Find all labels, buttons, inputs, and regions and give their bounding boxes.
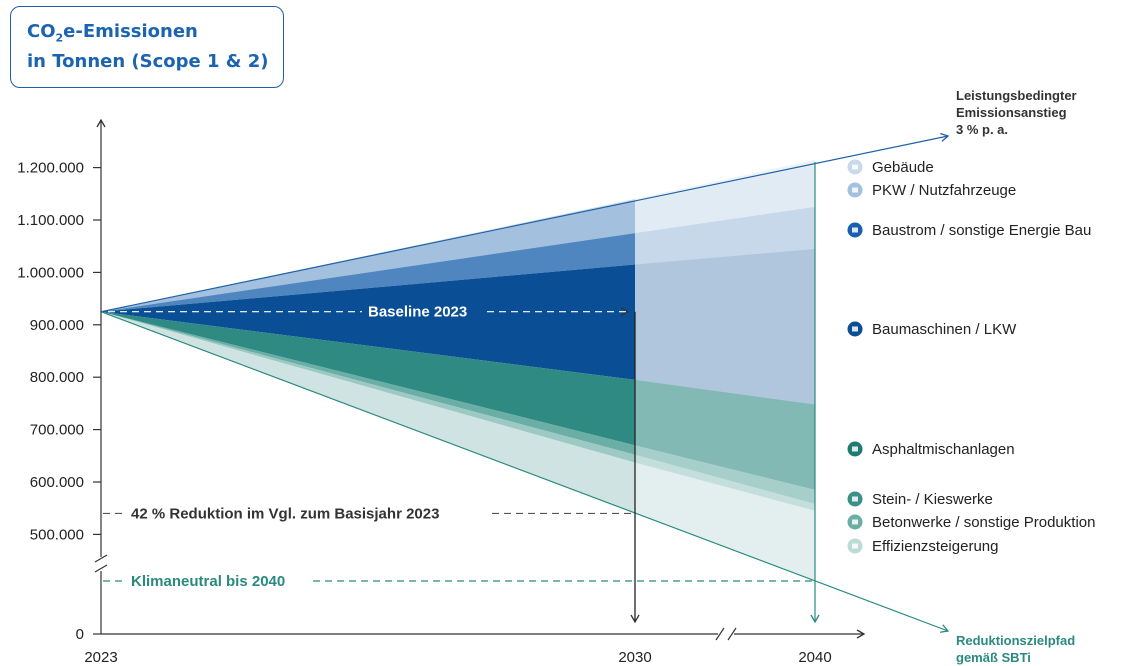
- legend-label-baumaschinen-lkw: Baumaschinen / LKW: [872, 321, 1017, 338]
- y-tick-label-600.000: 600.000: [30, 474, 84, 491]
- x-axis-break: [715, 627, 737, 641]
- title-suffix-text: e-Emissionen: [63, 21, 198, 42]
- y-tick-label-700.000: 700.000: [30, 422, 84, 439]
- y-axis-break: [94, 554, 108, 573]
- y-tick-label-900.000: 900.000: [30, 317, 84, 334]
- legend-label-asphaltmischanlagen: Asphaltmischanlagen: [872, 441, 1015, 458]
- sbti-target-line: [100, 311, 950, 633]
- band-baumaschinen-lkw-2030-2040: [635, 248, 815, 405]
- chart-legend: Gebäude PKW / Nutzfahrzeuge Baustrom / son…: [847, 159, 1095, 555]
- y-tick-label-500.000: 500.000: [30, 526, 84, 543]
- chart-title-line1: CO2e-Emissionen: [27, 21, 198, 45]
- legend-item-baumaschinen-lkw: Baumaschinen / LKW: [847, 321, 1017, 338]
- title-subscript: 2: [55, 31, 64, 45]
- legend-item-effizienzsteigerung: Effizienzsteigerung: [847, 538, 998, 555]
- legend-label-effizienzsteigerung: Effizienzsteigerung: [872, 538, 998, 555]
- target-path-label-line1: Reduktionszielpfad: [956, 633, 1075, 648]
- chart-title-line2: in Tonnen (Scope 1 & 2): [27, 51, 269, 72]
- legend-item-pkw-nutzfahrzeuge: PKW / Nutzfahrzeuge: [847, 182, 1016, 199]
- car-icon-glyph: [852, 187, 858, 193]
- chart-annotations: Baseline 2023 42 % Reduktion im Vgl. zum …: [103, 88, 1077, 665]
- band-gebaeude-2023-2030: [101, 199, 635, 312]
- growth-line: [100, 132, 950, 313]
- y-tick-label-1.000.000: 1.000.000: [17, 264, 84, 281]
- legend-label-stein-kieswerke: Stein- / Kieswerke: [872, 491, 993, 508]
- legend-item-asphaltmischanlagen: Asphaltmischanlagen: [847, 441, 1015, 458]
- efficiency-icon-glyph: [852, 543, 858, 549]
- x-tick-label-2023: 2023: [84, 649, 117, 666]
- legend-label-baustrom-sonstige-energie-bau: Baustrom / sonstige Energie Bau: [872, 222, 1091, 239]
- chart-title-box: CO2e-Emissionen in Tonnen (Scope 1 & 2): [10, 6, 284, 88]
- band-pkw-nutzfahrzeuge-2030-2040: [635, 164, 815, 234]
- climate-neutral-label: Klimaneutral bis 2040: [131, 573, 285, 590]
- reduction-label: 42 % Reduktion im Vgl. zum Basisjahr 202…: [131, 505, 439, 522]
- plug-icon-glyph: [852, 227, 858, 233]
- crusher-icon-glyph: [852, 496, 858, 502]
- house-icon-glyph: [852, 164, 858, 170]
- target-path-label-line2: gemäß SBTi: [956, 650, 1031, 665]
- y-tick-label-1.200.000: 1.200.000: [17, 160, 84, 177]
- legend-item-baustrom-sonstige-energie-bau: Baustrom / sonstige Energie Bau: [847, 222, 1091, 239]
- y-tick-label-0: 0: [76, 626, 84, 643]
- y-tick-label-1.100.000: 1.100.000: [17, 212, 84, 229]
- growth-label-line1: Leistungsbedingter: [956, 88, 1077, 103]
- legend-item-betonwerke-sonstige-produktion: Betonwerke / sonstige Produktion: [847, 514, 1095, 531]
- band-betonwerke-sonstige-produktion-2030-2040: [635, 454, 815, 511]
- growth-label-line2: Emissionsanstieg: [956, 105, 1067, 120]
- band-effizienzsteigerung-2030-2040: [635, 462, 815, 581]
- excavator-icon-glyph: [852, 326, 858, 332]
- band-baustrom-sonstige-energie-bau-2030-2040: [635, 206, 815, 265]
- title-co-text: CO: [27, 21, 56, 42]
- legend-label-pkw-nutzfahrzeuge: PKW / Nutzfahrzeuge: [872, 182, 1016, 199]
- legend-label-gebaeude: Gebäude: [872, 159, 934, 176]
- band-asphaltmischanlagen-2030-2040: [635, 379, 815, 490]
- legend-item-stein-kieswerke: Stein- / Kieswerke: [847, 491, 993, 508]
- y-tick-label-800.000: 800.000: [30, 369, 84, 386]
- band-baumaschinen-lkw-2023-2030: [101, 264, 635, 380]
- x-tick-label-2030: 2030: [618, 649, 651, 666]
- band-baustrom-sonstige-energie-bau-2023-2030: [101, 233, 635, 312]
- legend-label-betonwerke-sonstige-produktion: Betonwerke / sonstige Produktion: [872, 514, 1095, 531]
- baseline-label: Baseline 2023: [368, 304, 467, 321]
- legend-item-gebaeude: Gebäude: [847, 159, 934, 176]
- x-tick-label-2040: 2040: [798, 649, 831, 666]
- chart-axes: 1.200.000 1.100.000 1.000.000 900.000 800.00…: [17, 118, 866, 666]
- concrete-mixer-icon-glyph: [852, 519, 858, 525]
- growth-label-line3: 3 % p. a.: [956, 122, 1008, 137]
- chart-lines: [100, 132, 950, 633]
- band-stein-kieswerke-2030-2040: [635, 445, 815, 505]
- factory-icon-glyph: [852, 446, 858, 452]
